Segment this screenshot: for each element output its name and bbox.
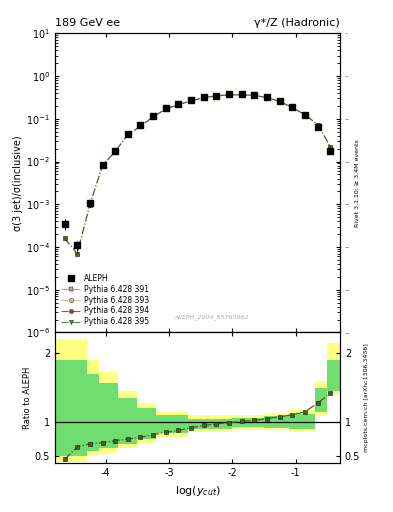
Line: Pythia 6.428 394: Pythia 6.428 394 [62, 92, 333, 256]
Legend: ALEPH, Pythia 6.428 391, Pythia 6.428 393, Pythia 6.428 394, Pythia 6.428 395: ALEPH, Pythia 6.428 391, Pythia 6.428 39… [59, 271, 151, 329]
Pythia 6.428 394 [202, 95, 206, 101]
Pythia 6.428 394 [227, 92, 231, 98]
Pythia 6.428 394 [125, 132, 130, 138]
Pythia 6.428 394 [88, 202, 92, 208]
Pythia 6.428 394 [239, 92, 244, 98]
Pythia 6.428 394 [100, 162, 105, 168]
Pythia 6.428 394 [75, 250, 79, 257]
Y-axis label: Rivet 3.1.10; ≥ 3.4M events: Rivet 3.1.10; ≥ 3.4M events [354, 139, 359, 227]
Text: γ*/Z (Hadronic): γ*/Z (Hadronic) [254, 18, 340, 28]
Pythia 6.428 394 [328, 144, 333, 150]
Pythia 6.428 394 [151, 114, 156, 120]
Pythia 6.428 394 [138, 123, 143, 129]
Pythia 6.428 394 [176, 101, 181, 108]
Text: ALEPH_2004_S5765862: ALEPH_2004_S5765862 [174, 315, 249, 321]
Pythia 6.428 394 [189, 98, 193, 104]
Pythia 6.428 394 [277, 98, 282, 104]
X-axis label: $\mathrm{log}(y_{cut})$: $\mathrm{log}(y_{cut})$ [174, 484, 220, 498]
Text: 189 GeV ee: 189 GeV ee [55, 18, 120, 28]
Pythia 6.428 394 [316, 121, 320, 127]
Pythia 6.428 394 [62, 235, 67, 241]
Pythia 6.428 394 [214, 93, 219, 99]
Y-axis label: Ratio to ALEPH: Ratio to ALEPH [23, 367, 32, 429]
Y-axis label: σ(3 jet)/σ(inclusive): σ(3 jet)/σ(inclusive) [13, 135, 23, 231]
Pythia 6.428 394 [163, 106, 168, 112]
Pythia 6.428 394 [290, 104, 295, 111]
Pythia 6.428 394 [252, 92, 257, 98]
Pythia 6.428 394 [303, 112, 307, 118]
Y-axis label: mcplots.cern.ch [arXiv:1306.3436]: mcplots.cern.ch [arXiv:1306.3436] [364, 344, 369, 452]
Pythia 6.428 394 [113, 148, 118, 155]
Pythia 6.428 394 [265, 95, 270, 101]
